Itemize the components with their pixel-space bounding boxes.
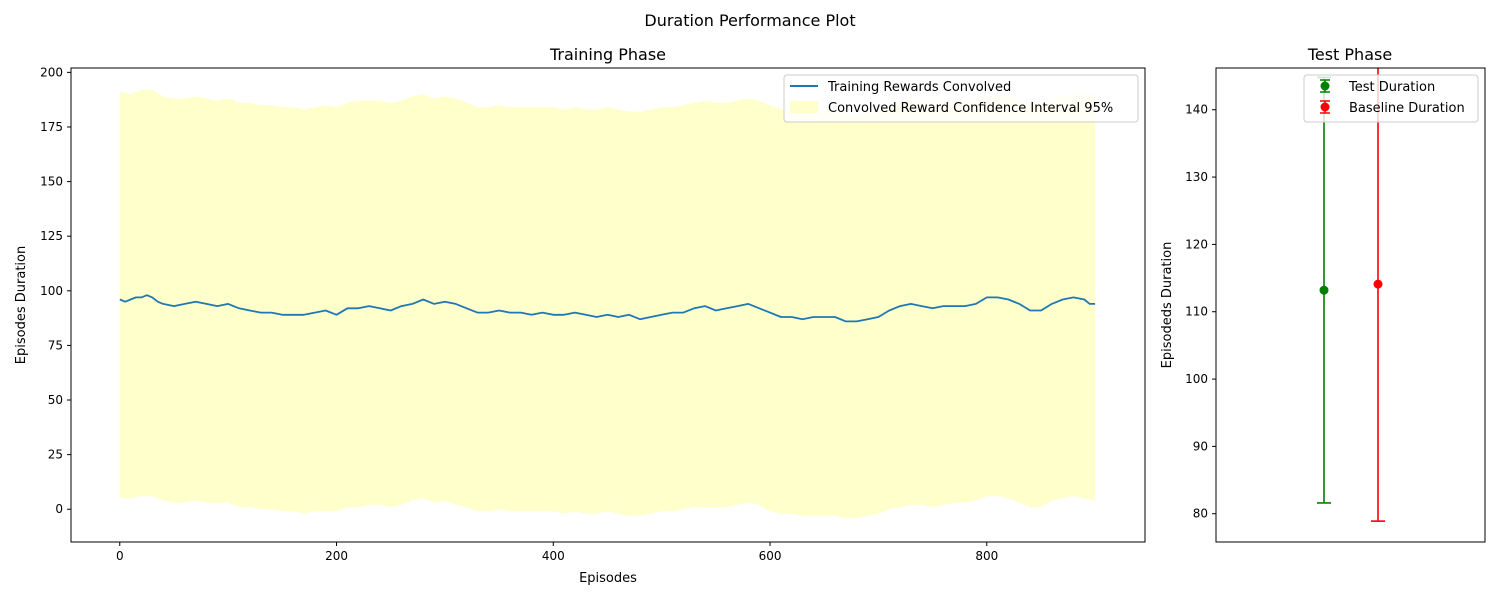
x-tick-label: 800	[975, 549, 998, 563]
legend-training-rewards: Training Rewards Convolved	[827, 80, 1011, 95]
training-rewards-line	[119, 294, 1096, 323]
test-phase-axes: Test Phase 80 90 100 110 120 130 140 Episodeds…	[1160, 45, 1486, 543]
legend-area-swatch	[790, 101, 818, 113]
legend-marker	[1320, 102, 1330, 112]
test-y-axis-label: Episodeds Duration	[1160, 242, 1175, 369]
training-x-ticks: 0 200 400 600 800	[116, 542, 998, 563]
x-tick-label: 600	[759, 549, 782, 563]
test-legend-swatches	[1320, 79, 1330, 114]
test-axes-frame	[1215, 67, 1486, 543]
y-tick-label: 175	[40, 120, 63, 134]
x-tick-label: 0	[116, 549, 124, 563]
training-legend-box	[783, 74, 1139, 123]
test-legend-box	[1303, 74, 1479, 123]
y-tick-label: 80	[1193, 507, 1208, 521]
y-tick-label: 120	[1185, 237, 1208, 251]
y-tick-label: 100	[1185, 372, 1208, 386]
training-phase-title: Training Phase	[549, 45, 666, 64]
errorbar-layer	[1317, 68, 1385, 522]
y-tick-label: 140	[1185, 103, 1208, 117]
y-tick-label: 25	[48, 448, 63, 462]
y-tick-label: 90	[1193, 439, 1208, 453]
y-tick-label: 200	[40, 65, 63, 79]
confidence-interval-band	[119, 89, 1096, 519]
test-legend: Test Duration Baseline Duration	[1303, 74, 1479, 123]
training-phase-axes: Training Phase 0 200 400 600 800 0 25 50 75 100 1…	[14, 45, 1146, 586]
test-phase-title: Test Phase	[1307, 45, 1392, 64]
errorbar-point	[1319, 285, 1329, 295]
y-tick-label: 110	[1185, 305, 1208, 319]
y-tick-label: 75	[48, 338, 63, 352]
figure-title: Duration Performance Plot	[644, 11, 855, 30]
confidence-interval-layer	[119, 89, 1096, 519]
y-tick-label: 125	[40, 229, 63, 243]
legend-marker	[1320, 81, 1330, 91]
y-tick-label: 50	[48, 393, 63, 407]
training-axes-frame	[70, 67, 1146, 543]
x-tick-label: 200	[325, 549, 348, 563]
y-tick-label: 130	[1185, 170, 1208, 184]
y-tick-label: 150	[40, 175, 63, 189]
training-rewards-layer	[119, 294, 1096, 323]
legend-test-duration: Test Duration	[1348, 80, 1435, 95]
training-y-ticks: 0 25 50 75 100 125 150 175 200	[40, 65, 71, 516]
test-y-ticks: 80 90 100 110 120 130 140	[1185, 103, 1216, 521]
legend-confidence-interval: Convolved Reward Confidence Interval 95%	[828, 101, 1113, 116]
errorbar-point	[1373, 279, 1383, 289]
training-legend: Training Rewards Convolved Convolved Rew…	[783, 74, 1139, 123]
legend-baseline-duration: Baseline Duration	[1349, 101, 1465, 116]
training-y-axis-label: Episodes Duration	[14, 246, 29, 364]
x-tick-label: 400	[542, 549, 565, 563]
y-tick-label: 0	[55, 502, 63, 516]
training-x-axis-label: Episodes	[579, 571, 637, 586]
y-tick-label: 100	[40, 284, 63, 298]
